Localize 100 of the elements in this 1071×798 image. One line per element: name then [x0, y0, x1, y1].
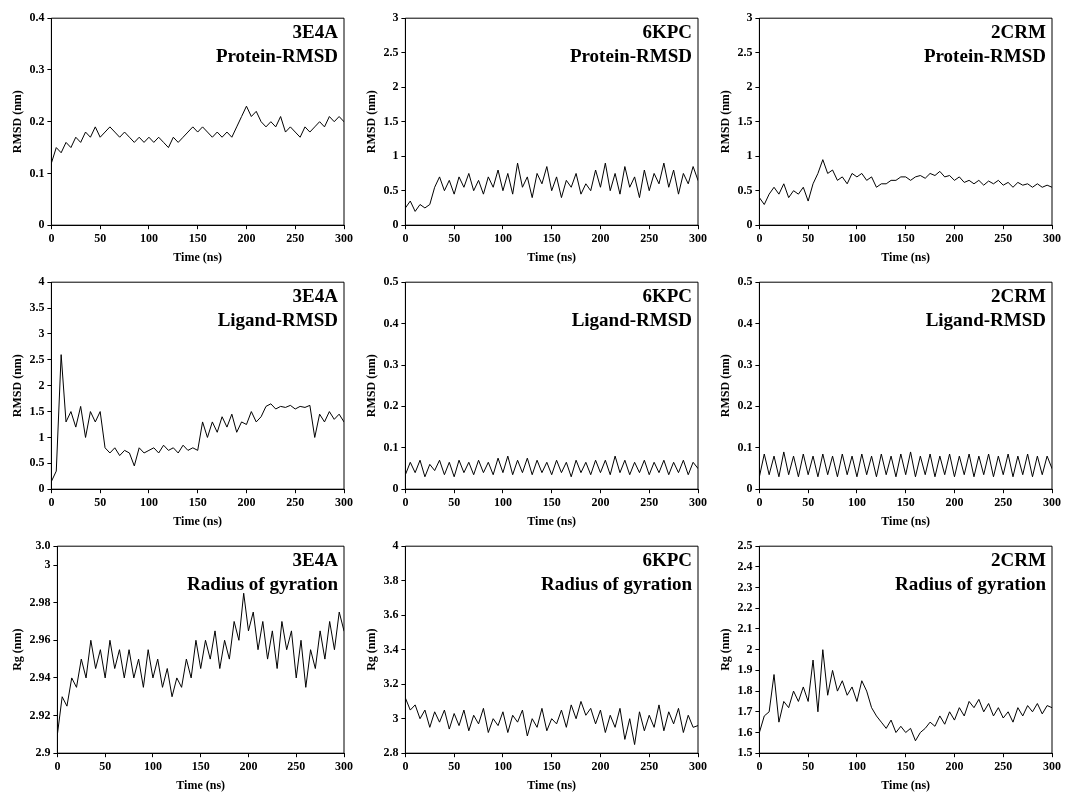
- y-tick-label: 2.1: [737, 621, 753, 636]
- x-axis-title: Time (ns): [527, 513, 577, 528]
- x-tick-label: 100: [139, 495, 158, 510]
- x-tick-label: 200: [591, 231, 610, 246]
- x-tick-label: 50: [99, 759, 112, 774]
- chart-title: 3E4A: [292, 284, 339, 306]
- y-tick-label: 3.8: [383, 572, 399, 587]
- x-axis-title: Time (ns): [527, 249, 577, 264]
- y-tick-label: 0.4: [737, 315, 753, 330]
- y-tick-label: 2.5: [737, 44, 753, 59]
- x-tick-label: 0: [54, 759, 61, 774]
- y-tick-label: 2.96: [29, 632, 51, 647]
- x-tick-label: 300: [689, 759, 707, 774]
- x-tick-label: 250: [994, 495, 1013, 510]
- y-tick-label: 2.5: [737, 538, 753, 553]
- y-tick-label: 0.4: [383, 315, 399, 330]
- y-axis-title: Rg (nm): [364, 628, 379, 671]
- x-tick-label: 150: [188, 231, 207, 246]
- y-tick-label: 3: [392, 710, 399, 725]
- x-tick-label: 250: [286, 231, 305, 246]
- y-tick-label: 3.0: [35, 538, 51, 553]
- y-tick-label: 2.5: [29, 351, 45, 366]
- chart-title: 2CRM: [991, 548, 1047, 570]
- y-tick-label: 2: [392, 79, 399, 94]
- x-tick-label: 100: [847, 759, 866, 774]
- y-tick-label: 2.8: [383, 745, 399, 760]
- x-tick-label: 300: [335, 495, 353, 510]
- y-tick-label: 1: [392, 148, 399, 163]
- text: Protein-RMSD: [569, 44, 692, 66]
- x-tick-label: 200: [237, 495, 256, 510]
- text: Protein-RMSD: [215, 44, 338, 66]
- y-tick-label: 0: [392, 217, 399, 232]
- y-tick-label: 0: [38, 481, 45, 496]
- x-tick-label: 100: [139, 231, 158, 246]
- y-axis-title: Rg (nm): [10, 628, 25, 671]
- x-axis-title: Time (ns): [881, 249, 931, 264]
- chart-title: 3E4A: [292, 20, 339, 42]
- x-tick-label: 250: [994, 759, 1013, 774]
- y-tick-label: 2.9: [35, 745, 51, 760]
- y-tick-label: 1.7: [737, 703, 753, 718]
- x-tick-label: 200: [945, 759, 964, 774]
- y-tick-label: 3.5: [29, 300, 45, 315]
- x-tick-label: 250: [994, 231, 1013, 246]
- y-tick-label: 0: [392, 481, 399, 496]
- y-tick-label: 0.5: [29, 455, 45, 470]
- y-tick-label: 1.9: [737, 662, 753, 677]
- x-tick-label: 300: [1043, 231, 1061, 246]
- x-tick-label: 0: [402, 231, 409, 246]
- y-tick-label: 2.94: [29, 670, 51, 685]
- x-tick-label: 150: [896, 759, 915, 774]
- y-tick-label: 4: [38, 274, 45, 289]
- x-tick-label: 250: [286, 495, 305, 510]
- y-tick-label: 1.5: [383, 113, 399, 128]
- x-tick-label: 50: [448, 231, 461, 246]
- text: Protein-RMSD: [923, 44, 1046, 66]
- x-tick-label: 200: [591, 495, 610, 510]
- x-tick-label: 200: [591, 759, 610, 774]
- y-tick-label: 0.2: [29, 113, 45, 128]
- x-tick-label: 250: [640, 495, 659, 510]
- x-tick-label: 150: [542, 231, 561, 246]
- x-tick-label: 200: [945, 495, 964, 510]
- chart-title: 6KPC: [642, 548, 692, 570]
- y-tick-label: 3.6: [383, 607, 399, 622]
- x-tick-label: 50: [94, 495, 107, 510]
- y-axis-title: RMSD (nm): [10, 90, 25, 154]
- x-tick-label: 150: [896, 495, 915, 510]
- y-axis-title: Rg (nm): [718, 628, 733, 671]
- y-tick-label: 1.5: [737, 113, 753, 128]
- x-tick-label: 250: [287, 759, 306, 774]
- y-tick-label: 0: [38, 217, 45, 232]
- y-tick-label: 3.4: [383, 641, 399, 656]
- y-axis-title: RMSD (nm): [10, 354, 25, 418]
- x-tick-label: 200: [237, 231, 256, 246]
- x-tick-label: 50: [802, 759, 815, 774]
- y-tick-label: 2.98: [29, 594, 51, 609]
- y-tick-label: 1.8: [737, 683, 753, 698]
- y-tick-label: 0.4: [29, 10, 45, 25]
- y-tick-label: 0.2: [383, 398, 399, 413]
- chart-title: 3E4A: [292, 548, 339, 570]
- x-tick-label: 50: [448, 495, 461, 510]
- y-tick-label: 2: [746, 641, 753, 656]
- y-tick-label: 0.1: [737, 439, 753, 454]
- x-tick-label: 300: [689, 231, 707, 246]
- y-tick-label: 2.3: [737, 579, 753, 594]
- text: Radius of gyration: [541, 572, 693, 594]
- x-tick-label: 50: [802, 231, 815, 246]
- y-tick-label: 0.2: [737, 398, 753, 413]
- x-axis-title: Time (ns): [881, 777, 931, 792]
- x-tick-label: 0: [402, 495, 409, 510]
- x-tick-label: 50: [94, 231, 107, 246]
- x-tick-label: 300: [335, 759, 353, 774]
- chart-title: 6KPC: [642, 20, 692, 42]
- text: Ligand-RMSD: [571, 308, 692, 330]
- y-tick-label: 0.5: [383, 274, 399, 289]
- x-axis-title: Time (ns): [173, 249, 223, 264]
- x-tick-label: 100: [493, 231, 512, 246]
- y-tick-label: 1.6: [737, 724, 753, 739]
- x-tick-label: 150: [542, 759, 561, 774]
- x-tick-label: 50: [448, 759, 461, 774]
- y-axis-title: RMSD (nm): [718, 90, 733, 154]
